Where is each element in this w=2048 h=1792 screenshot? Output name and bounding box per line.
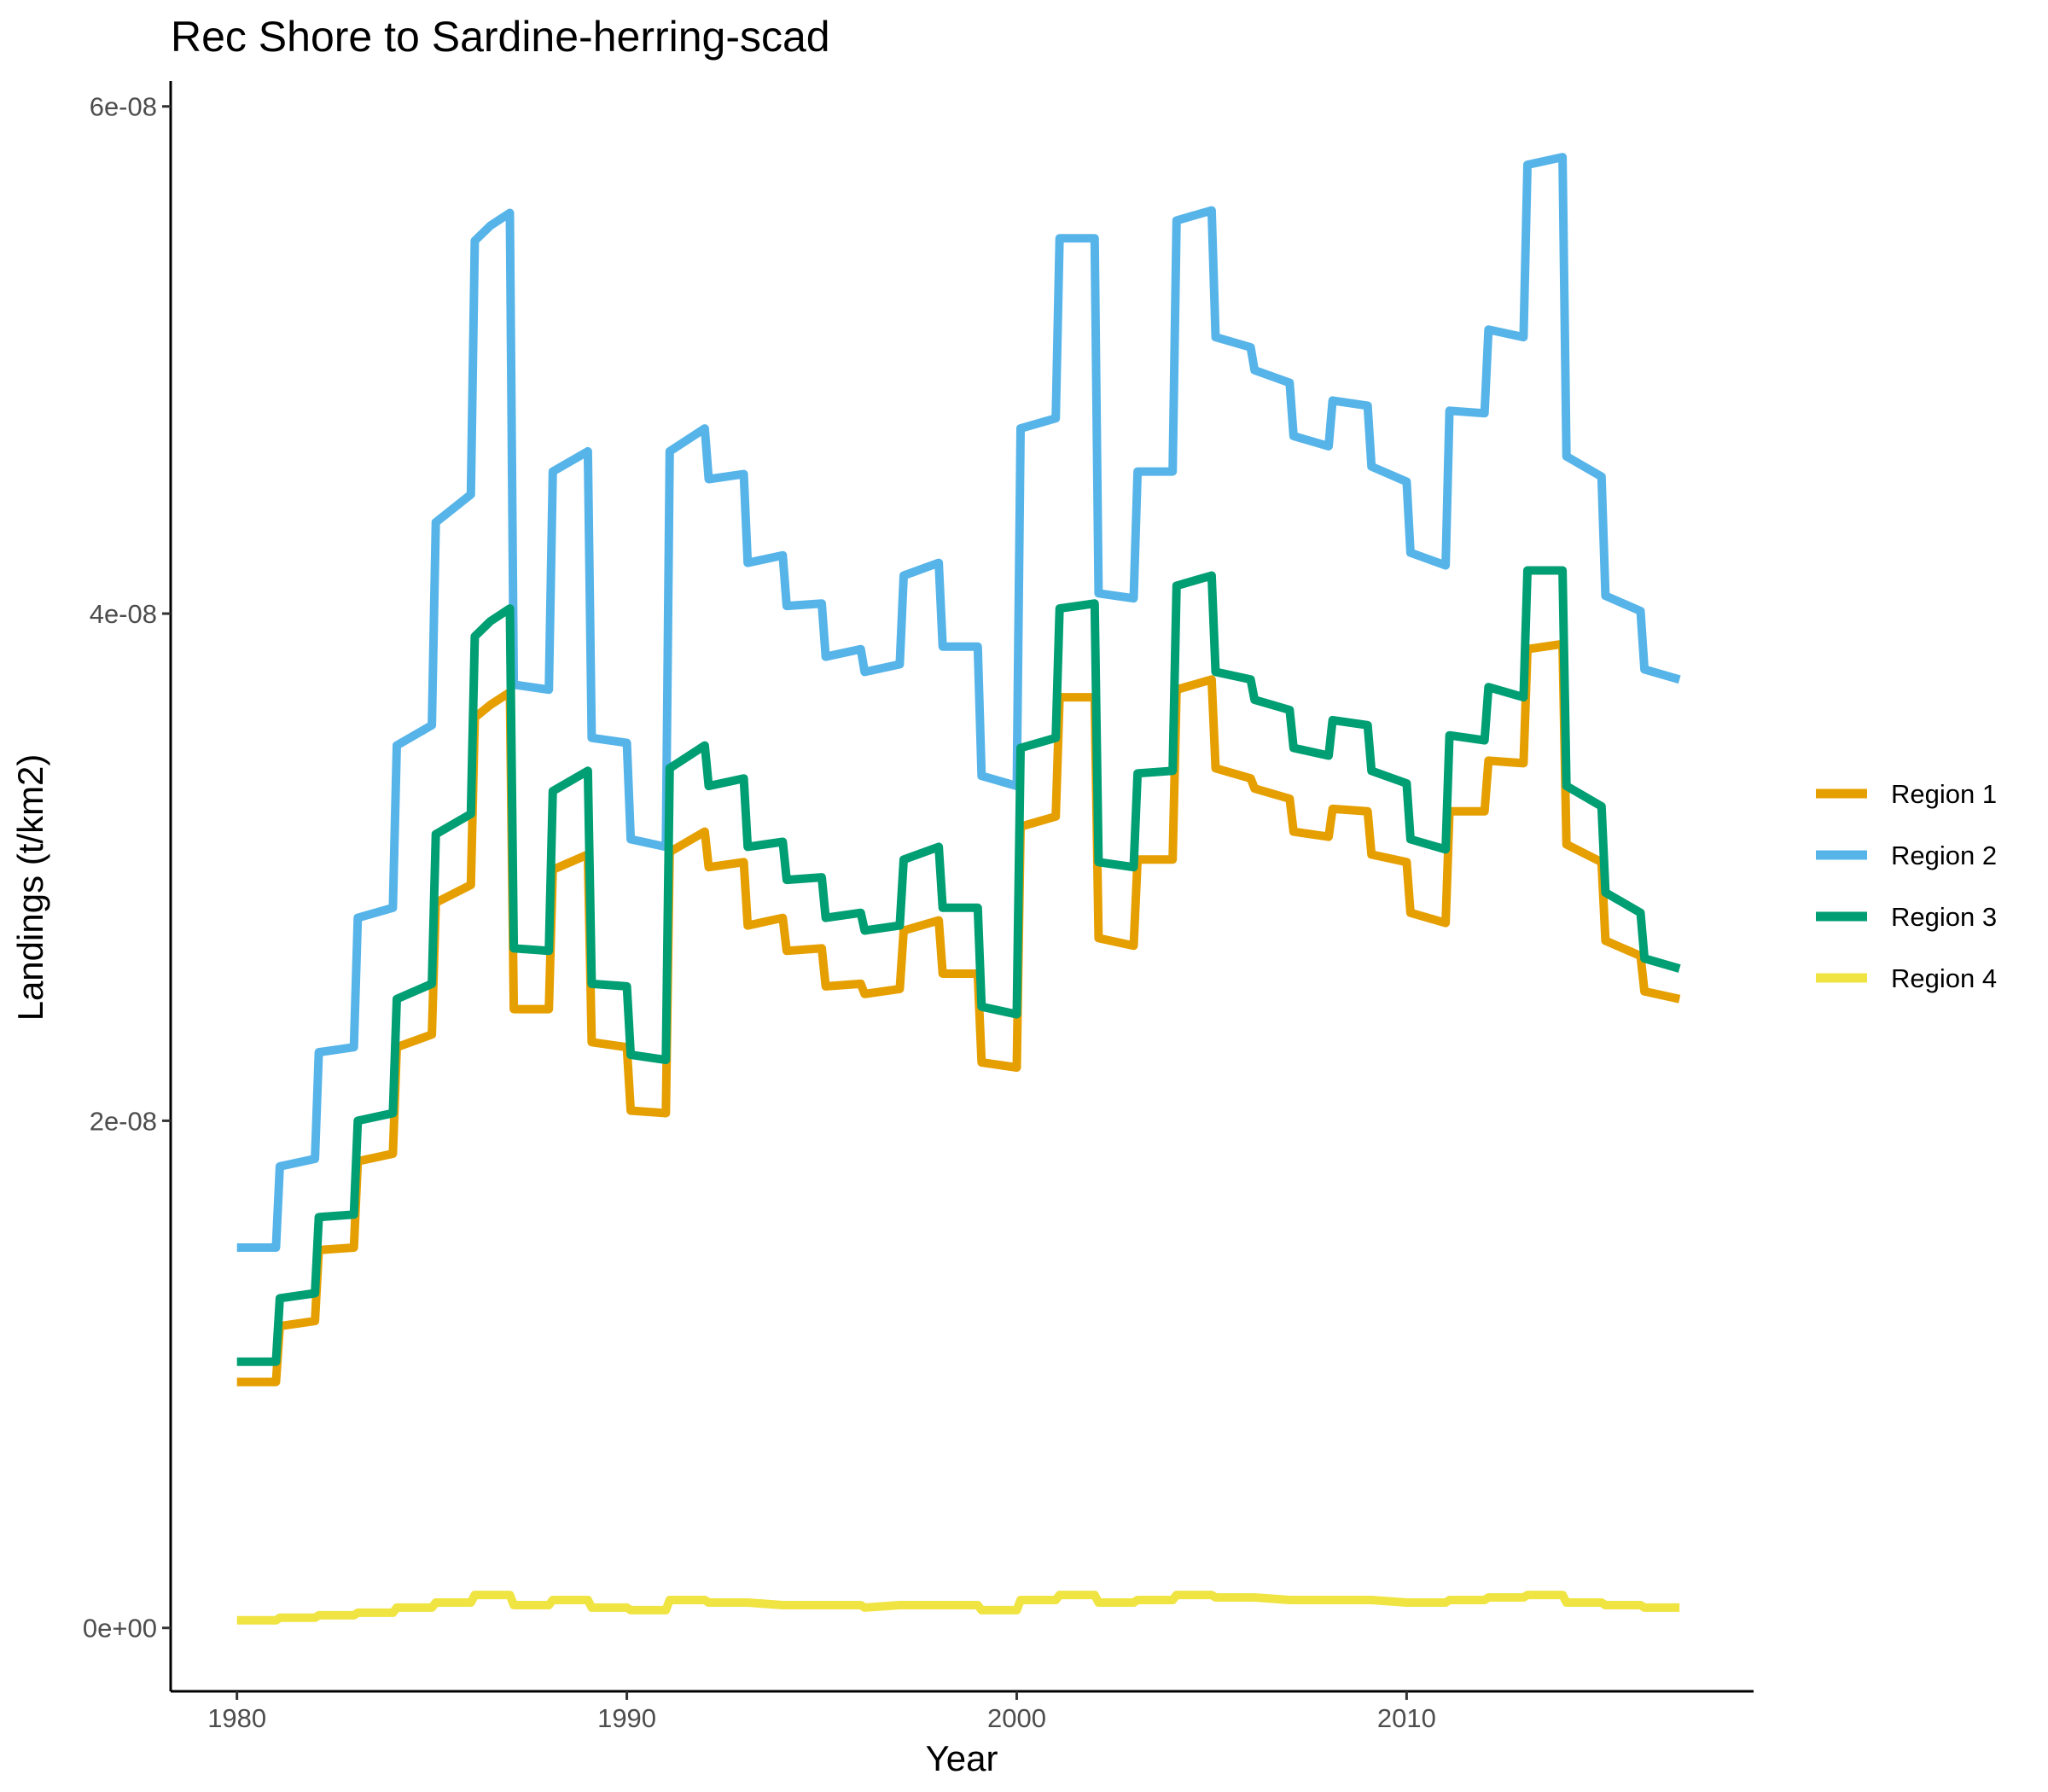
- y-tick-label: 0e+00: [83, 1614, 157, 1644]
- series-line-region-2: [236, 153, 1681, 1252]
- x-tick-label: 1980: [207, 1703, 266, 1733]
- plot-area: 1980 1990 2000 2010 0e+00 2e-08 4e-08 6e-08: [83, 81, 1754, 1733]
- x-axis-title: Year: [926, 1738, 998, 1778]
- x-tick-label: 1990: [597, 1703, 656, 1733]
- series-line-region-1: [236, 639, 1681, 1387]
- chart-title: Rec Shore to Sardine-herring-scad: [171, 13, 830, 61]
- y-tick-label: 4e-08: [90, 599, 157, 629]
- x-tick-label: 2000: [987, 1703, 1046, 1733]
- y-axis-ticks: 0e+00 2e-08 4e-08 6e-08: [83, 92, 171, 1644]
- legend-label-region-1: Region 1: [1891, 779, 1997, 809]
- x-axis-ticks: 1980 1990 2000 2010: [207, 1691, 1436, 1733]
- series-lines: [236, 153, 1681, 1625]
- y-tick-label: 6e-08: [90, 92, 157, 122]
- y-axis-title: Landings (t/km2): [10, 754, 50, 1021]
- legend-label-region-4: Region 4: [1891, 963, 1997, 993]
- legend-label-region-2: Region 2: [1891, 841, 1997, 870]
- x-tick-label: 2010: [1377, 1703, 1436, 1733]
- y-tick-label: 2e-08: [90, 1106, 157, 1136]
- series-line-region-3: [236, 566, 1681, 1366]
- legend-label-region-3: Region 3: [1891, 902, 1997, 932]
- series-line-region-4: [236, 1591, 1680, 1625]
- legend: Region 1 Region 2 Region 3 Region 4: [1816, 779, 1997, 993]
